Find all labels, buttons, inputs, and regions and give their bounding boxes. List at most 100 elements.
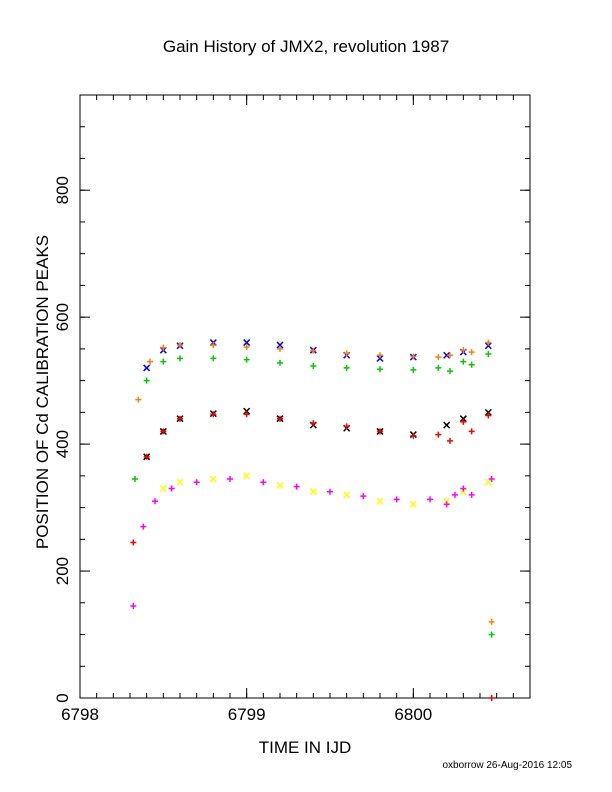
data-point [410, 366, 417, 373]
series-5 [159, 472, 492, 508]
data-point [132, 476, 138, 483]
data-point [468, 349, 475, 356]
data-point [177, 415, 183, 422]
data-point [443, 497, 451, 505]
data-point [377, 352, 383, 359]
series-1 [135, 339, 495, 625]
series-6 [130, 476, 495, 609]
data-point [160, 344, 167, 351]
x-tick-label: 6798 [61, 705, 99, 724]
chart-title: Gain History of JMX2, revolution 1987 [163, 37, 449, 56]
series-4 [130, 411, 495, 701]
data-point [143, 377, 150, 384]
data-point [468, 361, 475, 368]
data-point [460, 347, 467, 354]
data-point [377, 428, 383, 435]
data-point [484, 478, 492, 486]
data-point [168, 485, 175, 492]
data-point [277, 415, 283, 422]
y-tick-label: 0 [53, 693, 72, 702]
x-axis-label: TIME IN IJD [259, 738, 352, 757]
data-point [443, 501, 450, 508]
data-point [310, 347, 317, 354]
data-point [360, 493, 367, 500]
data-point [484, 408, 492, 416]
data-point [210, 355, 217, 362]
data-point [376, 354, 384, 362]
y-tick-label: 600 [53, 303, 72, 331]
data-point [277, 345, 283, 352]
data-point [343, 364, 350, 371]
x-tick-label: 6799 [228, 705, 266, 724]
data-point [210, 342, 217, 349]
data-point [435, 431, 442, 438]
data-point [410, 432, 417, 439]
x-tick-label: 6800 [394, 705, 432, 724]
data-point [193, 479, 200, 486]
data-point [147, 358, 153, 365]
data-point [243, 407, 251, 415]
data-point [435, 354, 442, 361]
data-point [343, 491, 351, 499]
data-point [447, 368, 453, 375]
data-point [468, 491, 475, 498]
data-point [130, 602, 137, 609]
data-point [276, 341, 284, 349]
data-point [393, 496, 400, 503]
data-point [140, 523, 147, 530]
data-point [293, 483, 300, 490]
data-marks [130, 339, 495, 701]
data-point [488, 631, 495, 638]
data-point [310, 420, 317, 427]
data-point [130, 539, 137, 546]
footer-timestamp: oxborrow 26-Aug-2016 12:05 [442, 760, 572, 771]
data-point [460, 485, 467, 492]
series-2 [132, 350, 495, 638]
data-point [377, 366, 383, 373]
data-point [443, 421, 451, 429]
data-point [459, 415, 467, 423]
data-point [152, 498, 158, 505]
data-point [243, 343, 250, 350]
y-tick-label: 400 [53, 430, 72, 458]
y-axis-label: POSITION OF Cd CALIBRATION PEAKS [33, 235, 52, 549]
data-point [410, 353, 417, 360]
data-point [227, 476, 233, 483]
data-point [343, 423, 350, 430]
data-point [485, 350, 492, 357]
data-point [488, 695, 495, 701]
data-point [485, 412, 492, 419]
data-point [460, 358, 467, 365]
data-point [409, 500, 417, 508]
data-point [276, 481, 284, 489]
data-point [176, 478, 184, 486]
data-point [468, 428, 475, 435]
series-0 [143, 339, 492, 372]
data-point [260, 479, 267, 486]
y-tick-label: 800 [53, 176, 72, 204]
data-point [485, 339, 492, 346]
plot-frame [79, 94, 531, 699]
data-point [243, 339, 251, 347]
data-point [310, 363, 317, 370]
data-point [460, 418, 467, 425]
data-point [143, 453, 150, 460]
data-point [143, 364, 151, 372]
data-point [435, 364, 442, 371]
data-point [488, 618, 495, 625]
data-point [484, 342, 492, 350]
data-point [243, 411, 250, 418]
data-point [210, 411, 217, 418]
y-tick-label: 200 [53, 557, 72, 585]
data-point [243, 472, 251, 480]
data-point [209, 475, 217, 483]
data-point [459, 488, 467, 496]
data-point [309, 488, 317, 496]
data-point [327, 488, 333, 495]
data-point [427, 496, 433, 503]
data-point [243, 356, 250, 363]
data-point [488, 476, 495, 483]
data-point [177, 342, 183, 349]
data-point [376, 497, 384, 505]
